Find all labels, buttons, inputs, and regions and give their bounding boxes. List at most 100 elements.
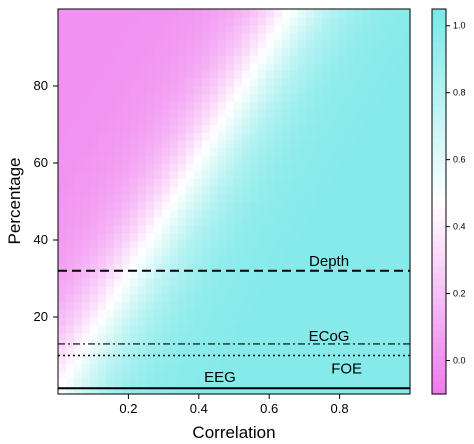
heatmap-cell: [330, 86, 339, 95]
heatmap-cell: [322, 270, 331, 280]
heatmap-cell: [242, 247, 251, 256]
heatmap-cell: [194, 355, 203, 364]
heatmap-cell: [218, 301, 227, 310]
heatmap-cell: [266, 9, 275, 18]
heatmap-cell: [250, 32, 259, 41]
heatmap-cell: [82, 355, 91, 364]
heatmap-cell: [130, 224, 139, 233]
heatmap-cell: [58, 355, 67, 364]
heatmap-cell: [354, 317, 363, 326]
heatmap-cell: [226, 363, 235, 372]
heatmap-cell: [298, 270, 307, 280]
heatmap-cell: [74, 347, 83, 357]
heatmap-cell: [122, 317, 131, 326]
heatmap-cell: [186, 124, 195, 133]
heatmap-cell: [138, 86, 147, 95]
heatmap-cell: [258, 332, 267, 341]
heatmap-cell: [194, 293, 203, 303]
heatmap-cell: [202, 193, 211, 203]
heatmap-cell: [186, 139, 195, 149]
heatmap-cell: [226, 193, 235, 203]
heatmap-cell: [386, 347, 395, 357]
heatmap-cell: [242, 24, 251, 33]
heatmap-cell: [306, 340, 315, 349]
heatmap-cell: [298, 247, 307, 256]
heatmap-cell: [258, 224, 267, 233]
colorbar-segment: [432, 342, 446, 350]
heatmap-cell: [402, 9, 411, 18]
heatmap-cell: [74, 116, 83, 126]
heatmap-cell: [314, 240, 323, 249]
heatmap-cell: [282, 24, 291, 33]
heatmap-cell: [234, 386, 243, 395]
heatmap-cell: [98, 55, 107, 64]
heatmap-cell: [114, 193, 123, 203]
heatmap-cell: [250, 47, 259, 56]
heatmap-cell: [258, 155, 267, 164]
heatmap-cell: [234, 62, 243, 72]
heatmap-cell: [66, 355, 75, 364]
heatmap-cell: [74, 232, 83, 241]
heatmap-cell: [242, 301, 251, 310]
heatmap-cell: [242, 93, 251, 102]
heatmap-cell: [370, 370, 379, 380]
heatmap-cell: [402, 355, 411, 364]
heatmap-cell: [266, 263, 275, 272]
heatmap-cell: [402, 255, 411, 264]
heatmap-cell: [186, 24, 195, 33]
heatmap-cell: [58, 139, 67, 149]
heatmap-cell: [274, 240, 283, 249]
heatmap-cell: [74, 255, 83, 264]
y-tick-label: 40: [34, 232, 48, 247]
heatmap-cell: [202, 216, 211, 226]
heatmap-cell: [314, 155, 323, 164]
heatmap-cell: [138, 109, 147, 118]
heatmap-cell: [202, 224, 211, 233]
heatmap-cell: [354, 16, 363, 25]
heatmap-cell: [362, 324, 371, 333]
heatmap-cell: [66, 70, 75, 79]
heatmap-cell: [98, 378, 107, 387]
heatmap-cell: [162, 309, 171, 318]
heatmap-cell: [194, 216, 203, 226]
heatmap-cell: [226, 70, 235, 79]
heatmap-cell: [346, 16, 355, 25]
colorbar-segment: [432, 201, 446, 209]
heatmap-cell: [322, 163, 331, 172]
colorbar-segment: [432, 34, 446, 42]
heatmap-cell: [378, 278, 387, 287]
heatmap-cell: [122, 193, 131, 203]
heatmap-cell: [306, 332, 315, 341]
heatmap-cell: [162, 347, 171, 357]
heatmap-cell: [58, 24, 67, 33]
heatmap-cell: [274, 209, 283, 218]
heatmap-cell: [394, 124, 403, 133]
heatmap-cell: [274, 124, 283, 133]
heatmap-cell: [74, 324, 83, 333]
heatmap-cell: [362, 86, 371, 95]
heatmap-cell: [146, 370, 155, 380]
heatmap-cell: [122, 378, 131, 387]
heatmap-cell: [322, 378, 331, 387]
heatmap-cell: [290, 24, 299, 33]
heatmap-cell: [162, 55, 171, 64]
heatmap-cell: [170, 201, 179, 210]
heatmap-cell: [250, 247, 259, 256]
heatmap-cell: [282, 101, 291, 110]
heatmap-cell: [370, 170, 379, 179]
heatmap-cell: [330, 78, 339, 87]
heatmap-cell: [338, 247, 347, 256]
heatmap-cell: [58, 132, 67, 141]
heatmap-cell: [138, 309, 147, 318]
heatmap-cell: [186, 363, 195, 372]
heatmap-cell: [82, 186, 91, 195]
heatmap-cell: [58, 47, 67, 56]
heatmap-cell: [362, 332, 371, 341]
heatmap-cell: [330, 170, 339, 179]
heatmap-cell: [226, 47, 235, 56]
heatmap-cell: [130, 216, 139, 226]
heatmap-cell: [146, 263, 155, 272]
heatmap-cell: [98, 109, 107, 118]
colorbar-segment: [432, 188, 446, 196]
heatmap-cell: [394, 109, 403, 118]
